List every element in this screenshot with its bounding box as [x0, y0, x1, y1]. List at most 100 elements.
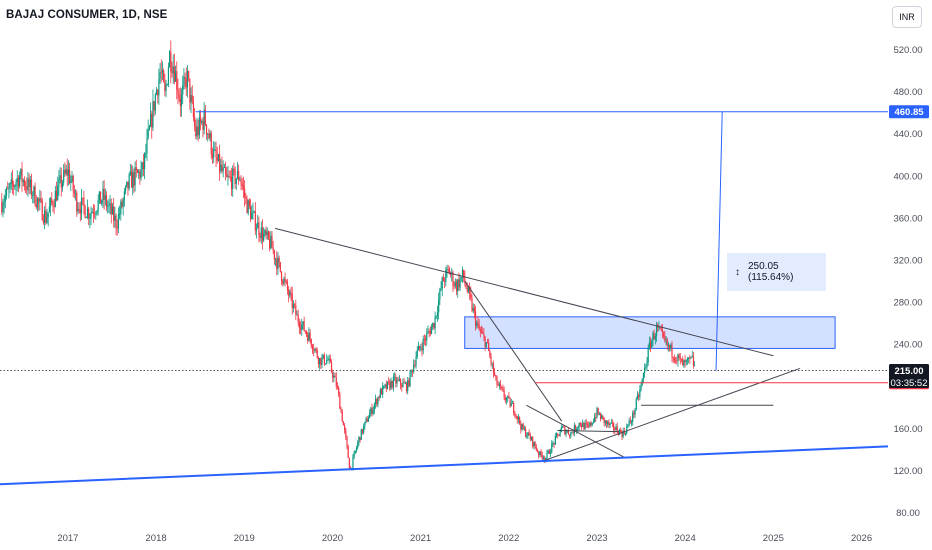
candle-body: [402, 382, 404, 388]
candle-body: [417, 345, 420, 351]
candle-body: [355, 447, 358, 451]
candle-body: [440, 288, 442, 290]
candle-body: [490, 356, 492, 364]
candle-body: [374, 399, 377, 405]
candle-body: [30, 179, 33, 196]
candle-body: [576, 428, 578, 431]
candle-body: [22, 180, 24, 183]
candle-body: [419, 345, 421, 349]
candle-body: [42, 220, 45, 223]
candle-body: [545, 458, 547, 461]
currency-button[interactable]: INR: [892, 6, 922, 28]
candle-body: [398, 379, 400, 381]
candle-body: [4, 195, 6, 202]
candle-body: [267, 231, 270, 239]
candle-body: [603, 417, 605, 424]
candle-body: [195, 125, 197, 137]
candle-body: [457, 279, 459, 292]
candle-body: [421, 348, 423, 351]
candle-body: [383, 385, 385, 387]
candle-body: [605, 420, 608, 425]
candle-body: [345, 430, 347, 438]
candle-body: [471, 297, 473, 311]
candle-body: [685, 360, 687, 362]
candle-body: [369, 413, 371, 419]
candle-body: [679, 357, 681, 359]
candle-body: [61, 182, 64, 188]
candle-body: [551, 443, 553, 453]
candle-body: [23, 180, 25, 187]
candle-body: [395, 376, 397, 384]
candle-body: [399, 379, 402, 385]
candle-body: [591, 422, 593, 426]
candle-body: [671, 344, 673, 357]
candle-body: [572, 432, 574, 434]
candle-body: [390, 380, 392, 389]
candle-body: [144, 153, 146, 170]
candle-body: [124, 186, 127, 192]
candle-body: [622, 431, 624, 437]
candle-body: [573, 425, 575, 434]
candle-body: [115, 215, 117, 228]
candle-body: [261, 227, 264, 241]
candle-body: [639, 389, 641, 397]
candle-body: [480, 331, 483, 333]
candle-body: [601, 415, 603, 420]
candle-body: [199, 116, 202, 123]
x-tick-label: 2020: [322, 533, 343, 544]
candle-body: [472, 307, 474, 311]
candle-body: [652, 333, 654, 341]
candle-body: [47, 212, 49, 218]
candle-body: [183, 76, 185, 86]
candle-body: [530, 436, 533, 440]
candle-body: [609, 423, 611, 426]
candle-body: [67, 169, 70, 176]
candle-body: [134, 167, 136, 186]
candle-body: [651, 340, 653, 348]
candle-body: [359, 437, 361, 441]
candle-body: [616, 426, 618, 433]
candle-body: [554, 436, 556, 445]
candle-body: [427, 331, 429, 334]
candle-body: [442, 277, 445, 282]
candle-body: [347, 445, 349, 458]
candle-body: [522, 424, 524, 430]
candle-body: [69, 169, 71, 183]
candle-body: [566, 430, 568, 432]
candle-body: [644, 367, 646, 374]
candle-body: [411, 370, 414, 373]
candle-body: [691, 355, 693, 357]
candle-body: [59, 175, 61, 179]
candle-body: [569, 434, 571, 437]
candle-body: [494, 372, 496, 376]
candle-body: [3, 201, 5, 207]
candle-body: [628, 420, 630, 425]
candle-body: [141, 162, 143, 170]
candle-body: [172, 66, 174, 74]
candle-body: [423, 338, 425, 340]
candle-body: [101, 200, 103, 204]
x-tick-label: 2017: [57, 533, 78, 544]
candle-body: [205, 124, 208, 135]
candle-body: [533, 441, 535, 446]
candle-body: [38, 198, 40, 202]
candle-body: [523, 428, 525, 430]
candle-body: [654, 335, 656, 340]
bar-countdown-label: 03:35:52: [891, 378, 928, 389]
candle-body: [32, 195, 34, 196]
candle-body: [180, 94, 183, 106]
candle-body: [660, 328, 662, 330]
candle-body: [260, 227, 262, 238]
candle-body: [53, 206, 55, 208]
candle-body: [672, 356, 674, 358]
candle-body: [499, 383, 502, 387]
candle-body: [598, 414, 600, 415]
candle-body: [441, 277, 443, 289]
candle-body: [470, 292, 472, 298]
candle-body: [301, 324, 303, 330]
candle-body: [99, 191, 102, 204]
candle-body: [177, 89, 179, 94]
candle-body: [174, 71, 177, 82]
